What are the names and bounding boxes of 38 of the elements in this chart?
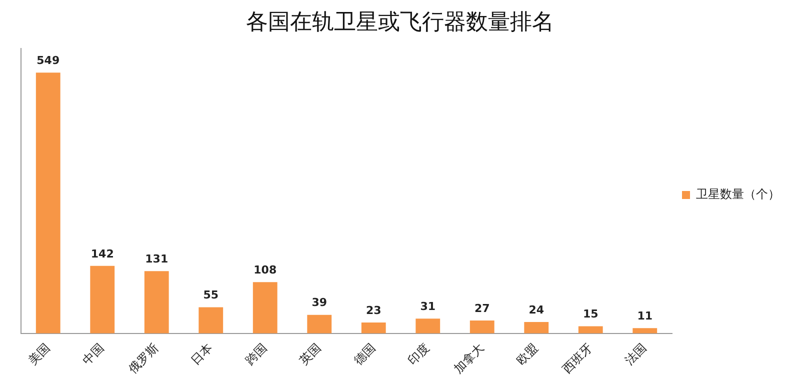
bar (198, 307, 224, 334)
x-tick-label: 加拿大 (451, 340, 486, 376)
x-tick-label: 日本 (188, 340, 216, 368)
chart-title: 各国在轨卫星或飞行器数量排名 (246, 10, 554, 35)
data-label: 11 (637, 309, 653, 322)
x-tick-label: 英国 (296, 340, 324, 368)
data-label: 39 (312, 296, 328, 310)
bar (90, 266, 115, 334)
bar (361, 322, 386, 334)
x-tick-label: 中国 (80, 340, 107, 368)
data-label: 549 (36, 54, 60, 67)
x-tick-label: 跨国 (242, 340, 270, 368)
data-label: 31 (420, 300, 436, 313)
data-label: 23 (366, 304, 382, 317)
data-label: 27 (474, 302, 490, 315)
bar (632, 328, 658, 334)
x-tick-label: 西班牙 (560, 340, 595, 376)
data-label: 24 (528, 303, 544, 316)
data-label: 55 (203, 288, 219, 302)
bar (36, 72, 60, 334)
legend-label: 卫星数量（个） (696, 187, 780, 202)
bar (578, 326, 603, 334)
data-label: 131 (145, 252, 168, 266)
data-label: 142 (90, 247, 114, 260)
bar (252, 282, 278, 334)
x-tick-label: 俄罗斯 (126, 340, 161, 376)
data-label: 15 (582, 308, 598, 321)
bar (144, 271, 169, 334)
x-tick-label: 印度 (405, 340, 432, 368)
data-label: 108 (254, 263, 277, 276)
x-tick-label: 欧盟 (514, 340, 541, 368)
bar (524, 322, 549, 334)
x-tick-label: 德国 (351, 340, 378, 368)
bar (416, 318, 440, 334)
x-tick-label: 法国 (622, 340, 650, 368)
x-tick-label: 美国 (26, 340, 52, 368)
bar (470, 320, 494, 334)
bar (307, 314, 332, 334)
